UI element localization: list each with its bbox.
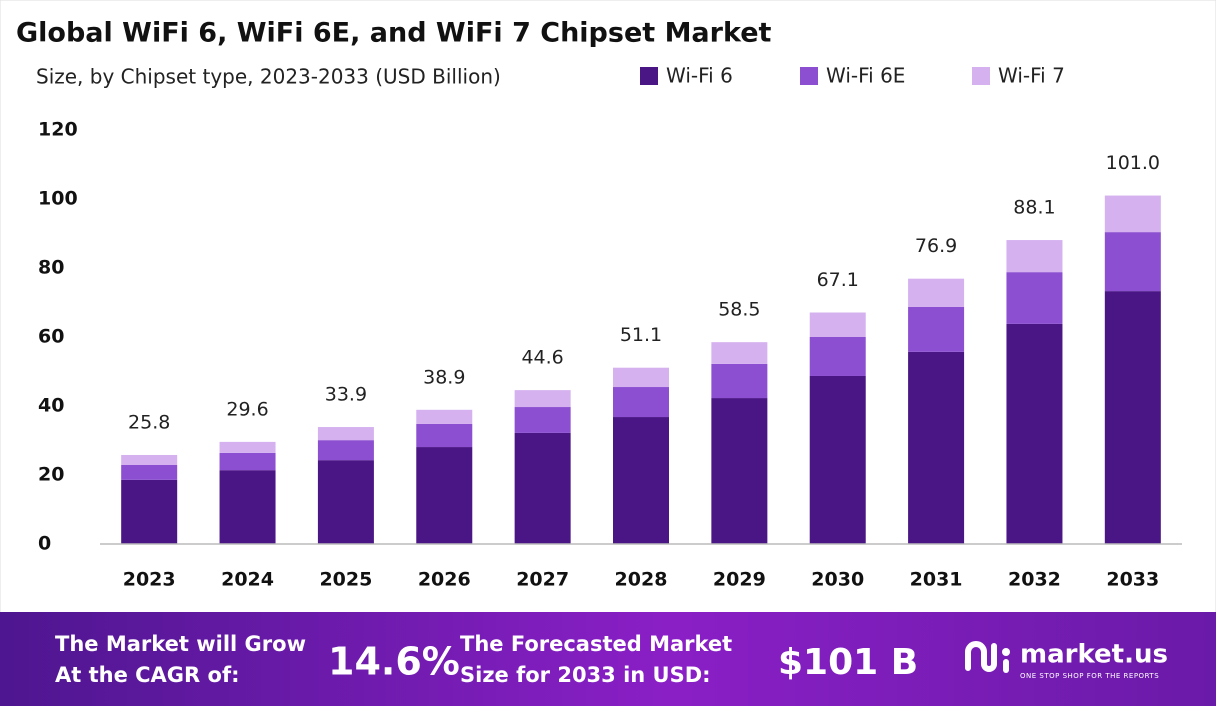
bar-segment	[1006, 272, 1063, 324]
x-tick-label: 2028	[615, 569, 668, 591]
footer-text: Size for 2033 in USD:	[460, 663, 711, 687]
bar-segment	[1006, 323, 1063, 544]
total-label: 25.8	[128, 411, 170, 433]
total-label: 58.5	[718, 299, 760, 321]
bar-segment	[219, 470, 276, 544]
bar-segment	[514, 432, 571, 544]
bar-segment	[1006, 240, 1063, 273]
x-tick-label: 2027	[516, 569, 569, 591]
total-label: 29.6	[226, 398, 268, 420]
y-tick-label: 20	[38, 464, 64, 486]
bar-segment	[711, 342, 768, 364]
bar-segment	[1104, 232, 1161, 292]
bar-segment	[317, 440, 374, 461]
bar-segment	[809, 312, 866, 337]
x-tick-label: 2026	[418, 569, 471, 591]
legend-label: Wi-Fi 6	[666, 64, 733, 88]
legend-swatch	[800, 67, 818, 85]
bar-segment	[514, 390, 571, 408]
footer-value: $101 B	[778, 642, 918, 683]
total-label: 67.1	[817, 269, 859, 291]
total-label: 38.9	[423, 366, 465, 388]
bar-segment	[121, 464, 178, 480]
bar-segment	[908, 306, 965, 352]
bar-segment	[317, 460, 374, 544]
bar-segment	[416, 423, 473, 448]
total-label: 51.1	[620, 324, 662, 346]
bar-segment	[711, 398, 768, 544]
bar-segment	[1104, 195, 1161, 233]
bar-segment	[416, 409, 473, 424]
y-tick-label: 120	[38, 119, 78, 141]
brand-logo	[965, 641, 1010, 673]
bar-segment	[317, 427, 374, 441]
x-tick-label: 2033	[1106, 569, 1159, 591]
chart-title: Global WiFi 6, WiFi 6E, and WiFi 7 Chips…	[16, 18, 772, 49]
bar-segment	[121, 454, 178, 465]
bar-segment	[219, 452, 276, 471]
bar-segment	[416, 447, 473, 544]
bar-segment	[809, 375, 866, 544]
legend-swatch	[972, 67, 990, 85]
x-tick-label: 2023	[123, 569, 176, 591]
x-tick-label: 2032	[1008, 569, 1061, 591]
y-tick-label: 60	[38, 326, 64, 348]
bar-segment	[1104, 291, 1161, 544]
bar-segment	[809, 337, 866, 376]
y-tick-label: 40	[38, 395, 64, 417]
legend-swatch	[640, 67, 658, 85]
x-tick-label: 2029	[713, 569, 766, 591]
bar-segment	[908, 278, 965, 307]
bar-segment	[514, 407, 571, 433]
footer-text: At the CAGR of:	[55, 663, 240, 687]
legend-label: Wi-Fi 7	[998, 64, 1065, 88]
total-label: 33.9	[325, 384, 367, 406]
brand-tagline: ONE STOP SHOP FOR THE REPORTS	[1020, 672, 1159, 680]
footer-value: 14.6%	[328, 640, 460, 684]
brand-name: market.us	[1020, 640, 1168, 670]
y-tick-label: 0	[38, 533, 51, 555]
total-label: 76.9	[915, 235, 957, 257]
y-tick-label: 80	[38, 257, 64, 279]
bar-segment	[613, 387, 669, 418]
bar-segment	[121, 479, 178, 544]
total-label: 44.6	[521, 347, 563, 369]
x-tick-label: 2030	[811, 569, 864, 591]
footer-text: The Market will Grow	[55, 632, 306, 656]
footer-text: The Forecasted Market	[460, 632, 732, 656]
x-tick-label: 2025	[319, 569, 372, 591]
bar-segment	[219, 441, 276, 453]
total-label: 88.1	[1013, 197, 1055, 219]
legend-label: Wi-Fi 6E	[826, 64, 905, 88]
x-tick-label: 2024	[221, 569, 274, 591]
bar-segment	[613, 367, 669, 388]
chart-subtitle: Size, by Chipset type, 2023-2033 (USD Bi…	[36, 65, 501, 89]
footer-band	[0, 612, 1216, 706]
bar-segment	[711, 363, 768, 399]
y-tick-label: 100	[38, 188, 78, 210]
bar-segment	[613, 417, 669, 544]
bar-segment	[908, 351, 965, 544]
total-label: 101.0	[1106, 152, 1160, 174]
x-tick-label: 2031	[910, 569, 963, 591]
